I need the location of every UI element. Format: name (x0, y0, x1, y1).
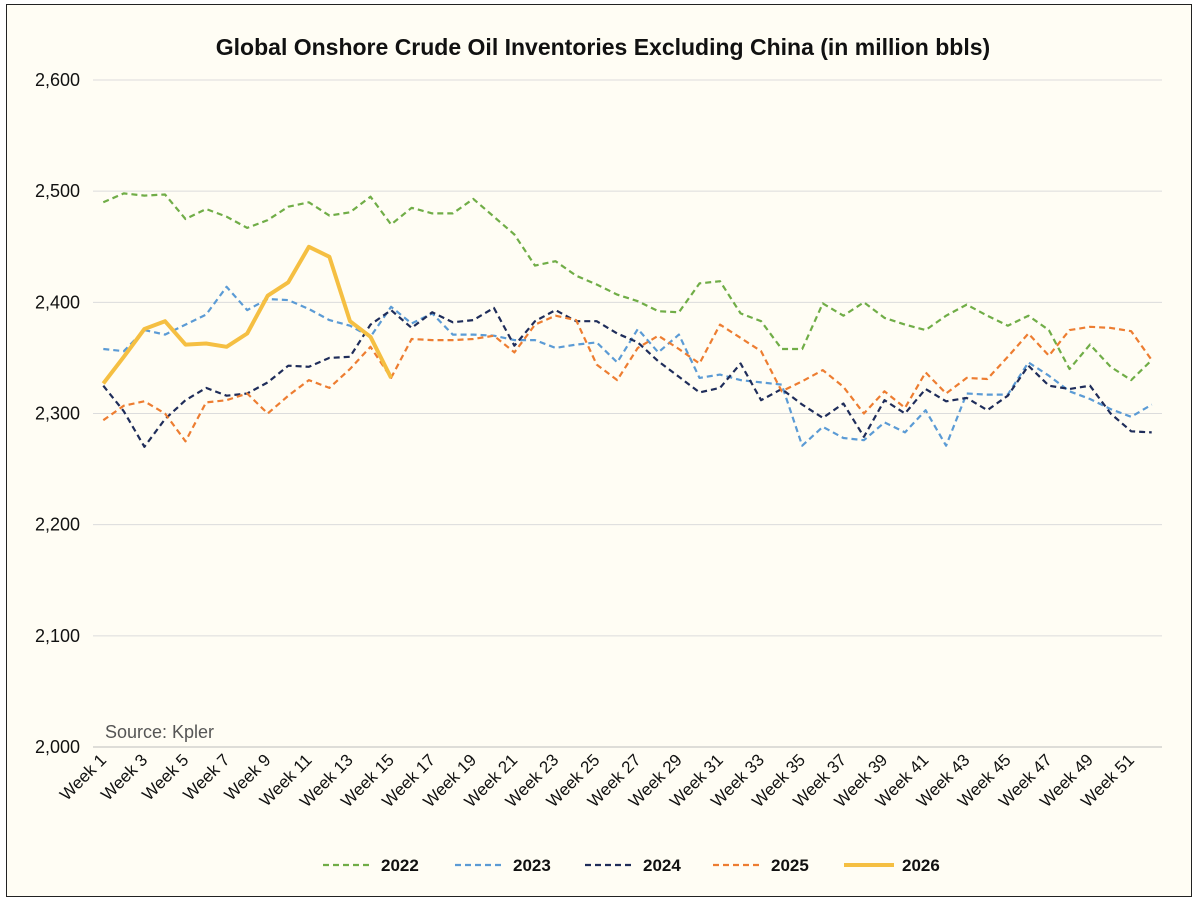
legend-label-2023: 2023 (513, 856, 551, 875)
y-tick-label: 2,300 (35, 404, 80, 424)
series-line-2024 (102, 306, 1152, 448)
y-tick-label: 2,100 (35, 626, 80, 646)
y-tick-label: 2,400 (35, 292, 80, 312)
series-line-2026 (101, 244, 393, 385)
legend-label-2026: 2026 (902, 856, 940, 875)
legend-label-2022: 2022 (381, 856, 419, 875)
grid-lines (93, 79, 1162, 637)
y-tick-label: 2,000 (35, 737, 80, 757)
y-tick-label: 2,600 (35, 70, 80, 90)
y-tick-label: 2,500 (35, 181, 80, 201)
legend-label-2025: 2025 (771, 856, 809, 875)
series-line-2025 (102, 314, 1153, 443)
legend: 2022 2023 2024 2025 2026 (323, 856, 940, 875)
legend-label-2024: 2024 (643, 856, 681, 875)
chart-frame: Global Onshore Crude Oil Inventories Exc… (6, 4, 1192, 897)
series-line-2023 (103, 285, 1153, 447)
chart-title: Global Onshore Crude Oil Inventories Exc… (216, 34, 990, 60)
y-axis: 2,000 2,100 2,200 2,300 2,400 2,500 2,600 (35, 70, 80, 757)
source-label: Source: Kpler (105, 722, 214, 742)
series-line-2022 (102, 192, 1153, 382)
series-layer (101, 192, 1153, 448)
chart: Global Onshore Crude Oil Inventories Exc… (35, 34, 1162, 875)
y-tick-label: 2,200 (35, 515, 80, 535)
